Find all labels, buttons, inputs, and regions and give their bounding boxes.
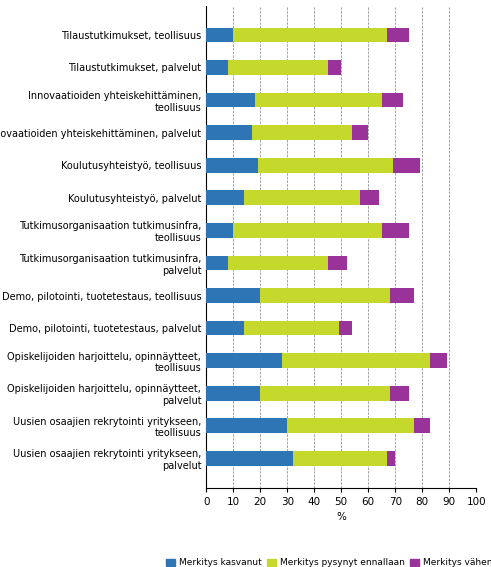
Bar [327,256,347,270]
Bar [287,418,414,433]
Bar [206,321,244,336]
Bar [257,158,392,172]
Bar [206,28,233,42]
Bar [228,256,327,270]
Bar [390,288,414,303]
Bar [233,28,387,42]
Bar [382,223,409,238]
Bar [390,386,409,400]
Bar [327,60,341,75]
Bar [352,125,368,140]
Bar [206,353,282,368]
Bar [255,93,382,107]
Legend: Merkitys kasvanut, Merkitys pysynyt ennallaan, Merkitys vähentynyt: Merkitys kasvanut, Merkitys pysynyt enna… [163,555,491,567]
Bar [282,353,430,368]
X-axis label: %: % [336,512,346,522]
Bar [338,321,352,336]
Bar [206,223,233,238]
Bar [260,288,390,303]
Bar [206,125,252,140]
Bar [430,353,446,368]
Bar [244,321,338,336]
Bar [414,418,430,433]
Bar [293,451,387,466]
Bar [252,125,352,140]
Bar [206,60,228,75]
Bar [206,451,293,466]
Bar [206,288,260,303]
Bar [244,191,360,205]
Bar [233,223,382,238]
Bar [206,256,228,270]
Bar [360,191,379,205]
Bar [206,386,260,400]
Bar [392,158,419,172]
Bar [382,93,403,107]
Bar [206,93,255,107]
Bar [206,158,257,172]
Bar [206,191,244,205]
Bar [206,418,287,433]
Bar [260,386,390,400]
Bar [228,60,327,75]
Bar [387,451,395,466]
Bar [387,28,409,42]
